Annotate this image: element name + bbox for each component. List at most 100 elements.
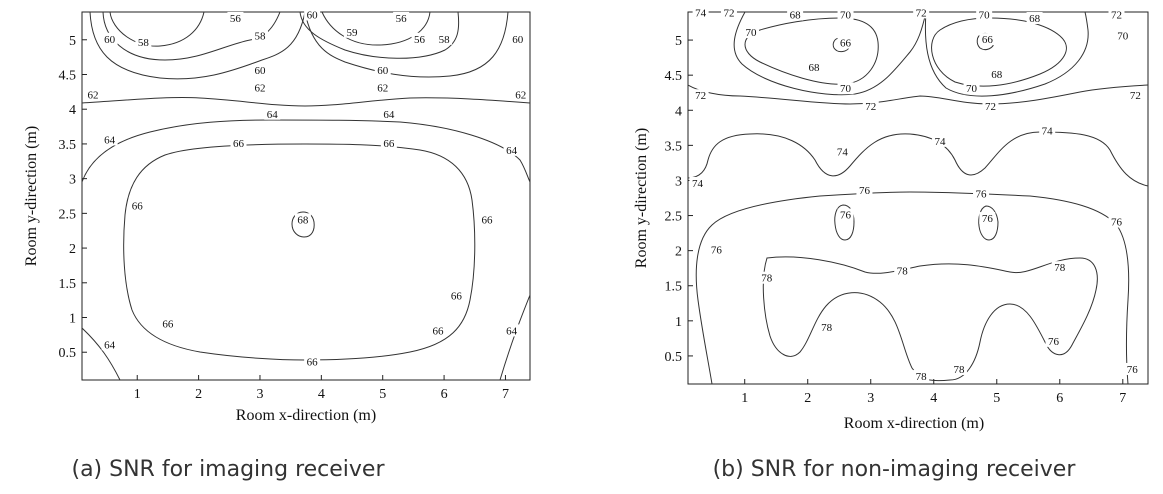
panel-b-contour-label-70: 70 [966, 83, 978, 95]
panel-b-contour-label-76: 76 [840, 210, 852, 222]
contour-a-56-left [109, 12, 205, 47]
panel-b-caption: (b) SNR for non-imaging receiver [713, 457, 1077, 482]
panel-b-contour-label-bg [979, 212, 996, 225]
panel-a-contour-label-bg [512, 88, 529, 101]
panel-a-contour-label-62: 62 [88, 89, 99, 101]
panel-a-contour-label-64: 64 [506, 145, 518, 157]
panel-a-x-axis-label: Room x-direction (m) [236, 407, 376, 424]
panel-b-contour-label-76: 76 [976, 188, 988, 200]
contour-b-68-left [744, 17, 879, 85]
panel-a-y-tick-label: 3 [69, 173, 76, 188]
panel-b-contour-label-74: 74 [837, 146, 849, 158]
panel-a-contour-label-bg [344, 25, 361, 38]
panel-b-contour-label-76: 76 [859, 185, 871, 197]
panel-a-contour-label-64: 64 [506, 325, 518, 337]
panel-b-contour-label-66: 66 [840, 38, 852, 50]
contour-a-66 [123, 143, 476, 361]
panel-a-contour-label-bg [503, 143, 520, 156]
panel-b-contour-label-78: 78 [821, 322, 833, 334]
panel-a-contour-label-bg [393, 11, 410, 24]
panel-b-contour-label-bg [806, 61, 823, 74]
panel-b-contour-label-bg [1108, 215, 1125, 228]
panel-b-x-tick-label: 4 [930, 391, 937, 406]
panel-a-contour-label-bg [374, 81, 391, 94]
panel-b-contour-label-bg [837, 8, 854, 21]
contour-a-64 [82, 119, 530, 183]
panel-b-contour-label-72: 72 [1111, 10, 1122, 22]
panel-a-x-tick-label: 7 [502, 387, 509, 402]
panel-b-contour-label-78: 78 [897, 266, 909, 278]
panel-a-contour-label-62: 62 [254, 82, 265, 94]
panel-a-contour-label-bg [411, 32, 428, 45]
panel-a-contour-label-56: 56 [230, 13, 242, 25]
panel-b-contour-label-bg [834, 145, 851, 158]
panel-b-contour-label-bg [837, 36, 854, 49]
panel-b-x-tick-label: 5 [993, 391, 1000, 406]
panel-a-contour-label-58: 58 [138, 37, 150, 49]
panel-a-y-tick-label: 2 [69, 242, 76, 257]
panel-a-contour-label-bg [230, 136, 247, 149]
panel-b-contour-label-bg [862, 99, 879, 112]
panel-b-contour-label-bg [818, 320, 835, 333]
panel-b-y-tick-label: 5 [675, 34, 682, 49]
panel-a-contour-label-bg [503, 324, 520, 337]
panel-b-contour-label-bg [1127, 89, 1144, 102]
panel-a-ticks: 1 2 3 4 5 6 70.511.522.533.544.55 [59, 34, 509, 402]
panel-a-y-tick-label: 3.5 [59, 138, 77, 153]
panel-b-contour-label-70: 70 [746, 27, 758, 39]
panel-b-x-tick-label: 3 [867, 391, 874, 406]
panel-a-contour-label-bg [251, 64, 268, 77]
panel-b-contour-labels: 66 66 68 68 68 68 70 70 70 70 70 70 74 72 72 72 72 72 72 72… [689, 6, 1144, 383]
panel-b-contour-label-78: 78 [761, 273, 773, 285]
panel-a-contour-label-62: 62 [377, 82, 388, 94]
panel-a-contour-label-66: 66 [132, 200, 144, 212]
panel-a-contour-label-60: 59 [347, 27, 359, 39]
panel-b-contour-label-bg [976, 8, 993, 21]
panel-a-contour-label-bg [101, 133, 118, 146]
panel-b-contour-label-72: 74 [695, 7, 707, 19]
panel-b-y-axis-label: Room y-direction (m) [633, 128, 650, 268]
panel-a-contour-label-58: 58 [439, 34, 451, 46]
panel-a-contour-label-bg [227, 11, 244, 24]
panel-b-contour-label-70: 70 [979, 10, 991, 22]
panel-a-caption: (a) SNR for imaging receiver [71, 457, 385, 482]
panel-a-contour-label-bg [380, 136, 397, 149]
panel-a-contour-label-bg [251, 81, 268, 94]
panel-b-contour-label-bg [1124, 362, 1141, 375]
panel-a-y-tick-label: 5 [69, 34, 76, 49]
panel-b-contour-label-bg [973, 187, 990, 200]
panel-a-contour-label-66: 66 [482, 214, 494, 226]
panel-b-contour-label-bg [988, 68, 1005, 81]
contour-a-60 [89, 12, 509, 80]
panel-b: 1 2 3 4 5 6 7 0.5 1 1.5 2 2.5 3 3.5 4 4.5 5 66 66 68 68 68 68… [633, 6, 1149, 482]
panel-a-contour-label-64: 64 [104, 339, 116, 351]
panel-a-contour-label-bg [448, 289, 465, 302]
panel-b-contour-label-70: 70 [840, 10, 852, 22]
panel-b-contour-label-bg [856, 183, 873, 196]
panel-b-contour-label-bg [1026, 12, 1043, 25]
panel-b-contour-label-bg [837, 208, 854, 221]
panel-a-y-tick-label: 2.5 [59, 207, 77, 222]
panel-a-contour-label-bg [129, 199, 146, 212]
panel-a-contour-label-bg [380, 107, 397, 120]
panel-a-contour-lines [82, 12, 530, 380]
panel-a-contour-label-60: 60 [254, 65, 266, 77]
panel-a-contour-label-bg [251, 29, 268, 42]
panel-b-x-tick-label: 2 [804, 391, 811, 406]
panel-b-contour-label-bg [950, 362, 967, 375]
panel-b-ticks: 1 2 3 4 5 6 7 0.5 1 1.5 2 2.5 3 3.5 4 4.5 5 [665, 34, 1127, 406]
panel-b-contour-label-bg [692, 89, 709, 102]
panel-a-contour-label-58: 58 [254, 30, 266, 42]
panel-b-contour-label-bg [1051, 261, 1068, 274]
panel-b-contour-label-68: 68 [790, 10, 802, 22]
panel-a-contour-label-56: 56 [396, 13, 408, 25]
panel-a-contour-label-56: 56 [414, 34, 426, 46]
panel-b-contour-label-bg [894, 264, 911, 277]
panel-a-x-tick-label: 2 [195, 387, 202, 402]
panel-b-contour-label-72: 72 [1130, 90, 1141, 102]
panel-a-y-tick-label: 1.5 [59, 277, 77, 292]
panel-b-contour-lines [688, 12, 1148, 384]
panel-a-contour-label-66: 66 [307, 357, 319, 369]
panel-a-x-tick-label: 6 [441, 387, 448, 402]
